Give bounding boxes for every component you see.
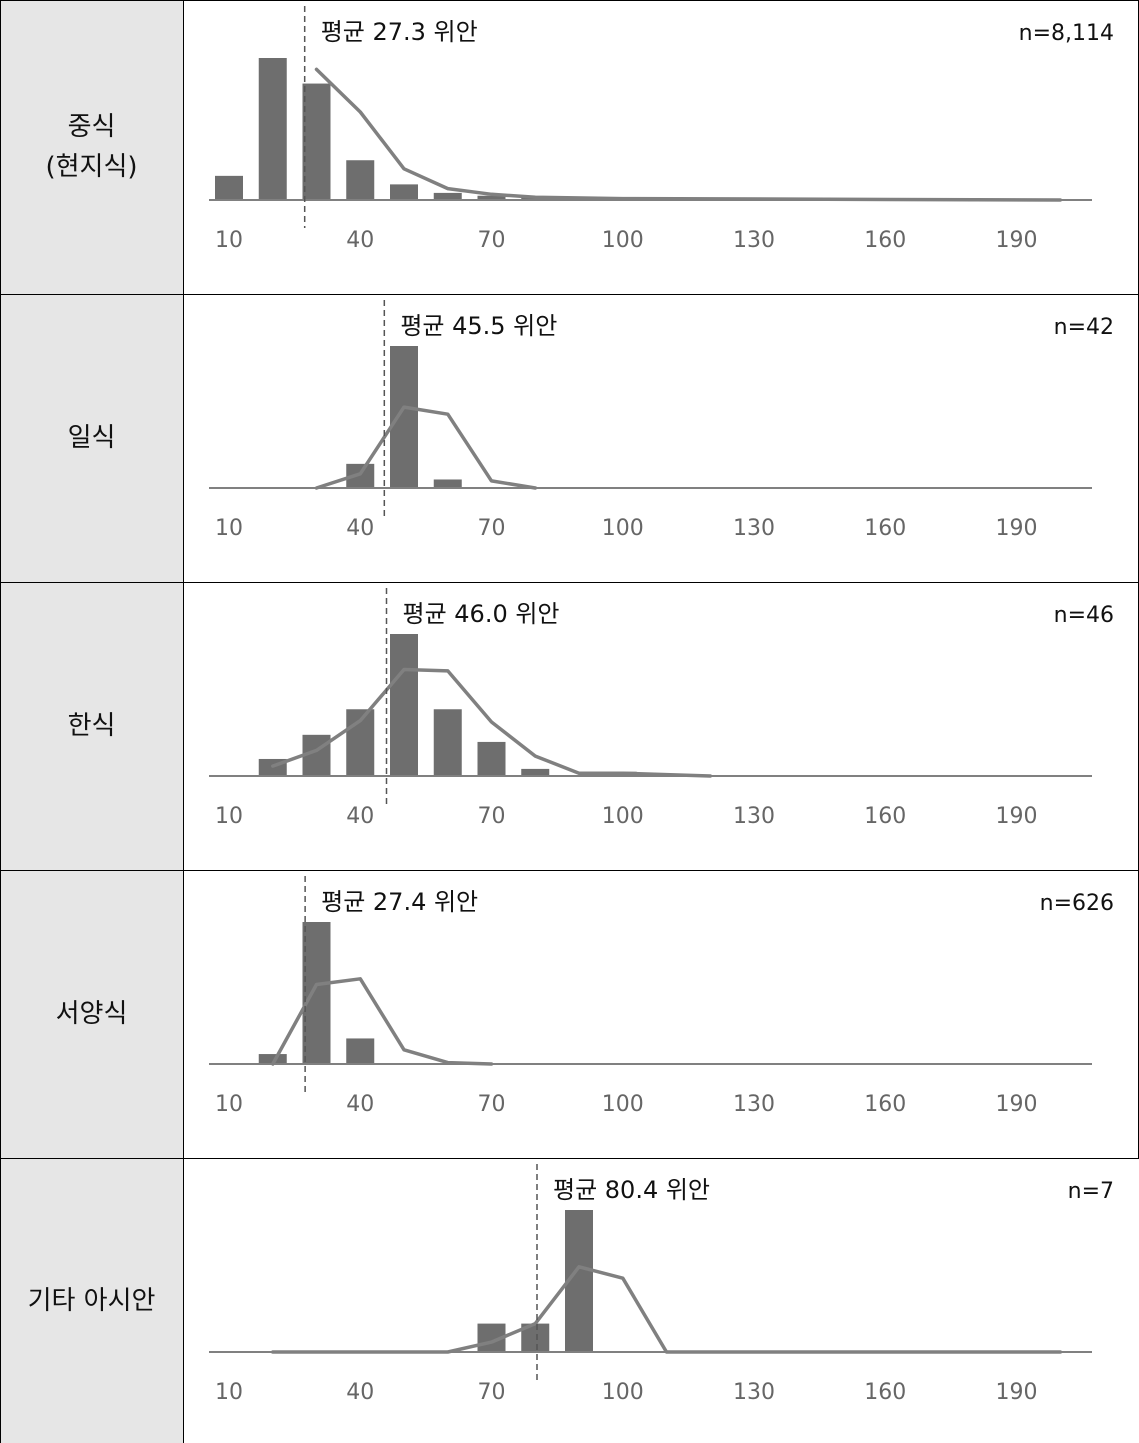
histogram-chart: 평균 27.4 위안 n=626 10 40 70 100 130 160 190 [209,876,1114,1117]
x-tick-label: 190 [996,228,1038,253]
histogram-bar [258,58,287,200]
x-tick-label: 40 [346,804,374,829]
x-tick-label: 40 [346,1092,374,1117]
histogram-bar [477,741,506,776]
mean-label: 평균 45.5 위안 [400,312,557,340]
table-column-border [183,0,184,1443]
sample-size-label: n=8,114 [1019,21,1114,46]
histogram-chart: 평균 27.3 위안 n=8,114 10 40 70 100 130 160 190 [209,6,1114,253]
category-label: 기타 아시안 [27,1285,156,1316]
x-tick-label: 10 [215,516,243,541]
category-label-cell: 한식 [0,582,183,870]
histogram-chart: 평균 80.4 위안 n=7 10 40 70 100 130 160 190 [209,1164,1114,1405]
category-label: 서양식 [55,999,128,1029]
histogram-bar [433,709,462,776]
x-tick-label: 70 [478,804,506,829]
chart-cell: 평균 46.0 위안 n=46 10 40 70 100 130 160 190 [184,582,1139,870]
x-tick-label: 130 [733,804,775,829]
x-tick-label: 190 [996,804,1038,829]
x-tick-label: 160 [864,804,906,829]
category-label: 일식 [67,423,116,453]
x-tick-label: 130 [733,1380,775,1405]
histogram-bar [302,922,331,1064]
histogram-bar [477,195,506,200]
x-tick-label: 100 [602,1092,644,1117]
histogram-bar [302,83,331,200]
mean-label: 평균 46.0 위안 [403,600,560,628]
x-tick-label: 160 [864,1092,906,1117]
histogram-bar [390,634,418,776]
histogram-bar [521,768,550,776]
distribution-line [271,977,494,1066]
x-tick-label: 10 [215,1380,243,1405]
x-tick-label: 40 [346,228,374,253]
table-row: 서양식 평균 27.4 위안 n=626 10 40 70 100 130 160 190 [0,870,1139,1158]
table-column-border [0,0,1,1443]
x-tick-label: 190 [996,1092,1038,1117]
table-row-border [0,870,1139,871]
table-row-border [0,1158,1139,1159]
histogram-bar [346,1038,375,1064]
sample-size-label: n=46 [1054,603,1114,628]
chart-cell: 평균 45.5 위안 n=42 10 40 70 100 130 160 190 [184,294,1139,582]
table-row: 기타 아시안 평균 80.4 위안 n=7 10 40 70 100 130 160 190 [0,1158,1139,1443]
table-row: 일식 평균 45.5 위안 n=42 10 40 70 100 130 160 190 [0,294,1139,582]
x-tick-label: 100 [602,516,644,541]
table-row-border [0,294,1139,295]
mean-label: 평균 27.3 위안 [321,18,478,46]
sample-size-label: n=42 [1054,315,1114,340]
category-label-cell: 서양식 [0,870,183,1158]
x-tick-label: 10 [215,804,243,829]
category-label-cell: 중식 (현지식) [0,0,183,294]
category-label-cell: 일식 [0,294,183,582]
x-tick-label: 70 [478,516,506,541]
histogram-chart: 평균 46.0 위안 n=46 10 40 70 100 130 160 190 [209,588,1114,829]
x-tick-label: 190 [996,1380,1038,1405]
histogram-bar [215,175,243,200]
histogram-bar [433,479,462,488]
sample-size-label: n=7 [1068,1179,1114,1204]
x-tick-label: 190 [996,516,1038,541]
x-tick-label: 10 [215,228,243,253]
chart-cell: 평균 27.3 위안 n=8,114 10 40 70 100 130 160 190 [184,0,1139,294]
x-tick-label: 100 [602,804,644,829]
x-tick-label: 160 [864,516,906,541]
table-row: 한식 평균 46.0 위안 n=46 10 40 70 100 130 160 190 [0,582,1139,870]
category-label: 한식 [67,711,116,741]
chart-cell: 평균 80.4 위안 n=7 10 40 70 100 130 160 190 [184,1158,1139,1443]
distribution-line [314,405,538,490]
table-row-border [0,582,1139,583]
histogram-bar [390,184,418,200]
category-label: 중식 (현지식) [45,112,138,182]
distribution-line [271,1265,1063,1354]
distribution-line [314,67,1063,202]
histogram-bar [433,192,462,200]
table-row-border [0,0,1139,1]
x-tick-label: 70 [478,228,506,253]
x-tick-label: 10 [215,1092,243,1117]
distribution-line [271,667,713,778]
x-tick-label: 130 [733,516,775,541]
mean-label: 평균 27.4 위안 [321,888,478,916]
x-tick-label: 160 [864,228,906,253]
x-tick-label: 70 [478,1092,506,1117]
histogram-bar [390,346,418,488]
x-tick-label: 100 [602,1380,644,1405]
chart-cell: 평균 27.4 위안 n=626 10 40 70 100 130 160 190 [184,870,1139,1158]
x-tick-label: 130 [733,1092,775,1117]
x-tick-label: 40 [346,1380,374,1405]
histogram-bar [346,160,375,200]
category-label-cell: 기타 아시안 [0,1158,183,1443]
sample-size-label: n=626 [1040,891,1114,916]
histogram-chart: 평균 45.5 위안 n=42 10 40 70 100 130 160 190 [209,300,1114,541]
x-tick-label: 70 [478,1380,506,1405]
histogram-bar [258,1054,287,1064]
x-tick-label: 160 [864,1380,906,1405]
x-tick-label: 100 [602,228,644,253]
x-tick-label: 40 [346,516,374,541]
table-row: 중식 (현지식) 평균 27.3 위안 n=8,114 10 40 70 100 130 160… [0,0,1139,294]
x-tick-label: 130 [733,228,775,253]
mean-label: 평균 80.4 위안 [553,1176,710,1204]
